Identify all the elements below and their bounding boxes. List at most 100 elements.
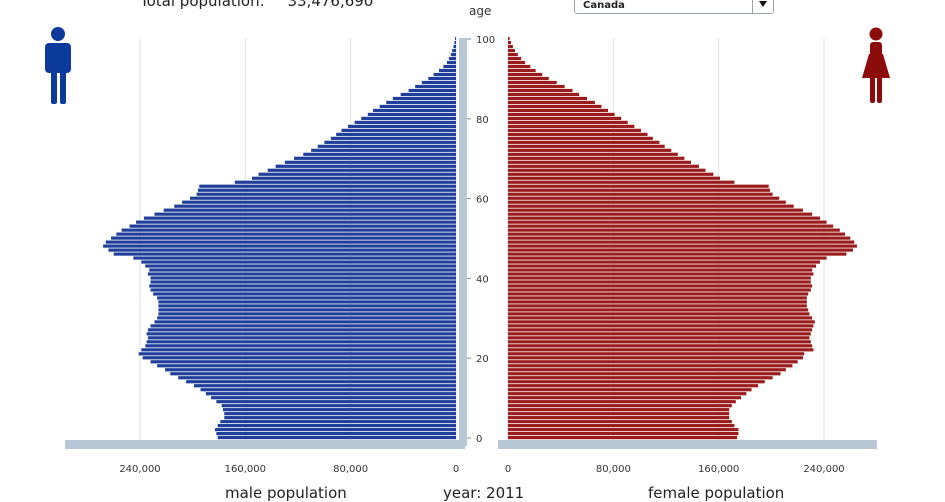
age-tick-label: 40 bbox=[476, 274, 489, 285]
age-tick-label: 20 bbox=[476, 354, 489, 365]
female-bar bbox=[508, 412, 730, 416]
country-select-dropdown-button[interactable] bbox=[752, 0, 773, 13]
male-bar bbox=[439, 68, 456, 73]
male-bar bbox=[267, 168, 456, 172]
female-bar bbox=[508, 348, 814, 352]
male-bar bbox=[182, 200, 456, 204]
female-bar bbox=[508, 260, 821, 264]
female-bar bbox=[508, 208, 803, 212]
female-bar bbox=[508, 416, 730, 420]
male-bar bbox=[294, 156, 456, 160]
male-bar bbox=[224, 412, 456, 416]
axes: 0 20 40 60 80 100 0 0 80,000 80,000 160,000 160,000… bbox=[65, 35, 877, 475]
female-bar bbox=[508, 216, 821, 220]
age-tick-label: 100 bbox=[476, 35, 495, 46]
female-bar bbox=[508, 256, 827, 260]
female-bar bbox=[508, 120, 628, 124]
male-bar bbox=[216, 400, 456, 404]
female-x-tick-label: 240,000 bbox=[803, 464, 844, 475]
country-select[interactable]: Canada bbox=[574, 0, 774, 14]
male-bar bbox=[146, 340, 457, 344]
age-axis-band bbox=[459, 38, 467, 446]
male-bar bbox=[386, 100, 456, 105]
female-bar bbox=[508, 280, 811, 284]
female-bar bbox=[508, 408, 730, 412]
male-bar bbox=[108, 248, 457, 252]
female-bar bbox=[508, 188, 771, 192]
female-bar bbox=[508, 88, 573, 93]
female-bar bbox=[508, 356, 803, 360]
male-bar bbox=[165, 368, 456, 372]
bars bbox=[103, 37, 857, 440]
male-x-axis-band bbox=[65, 440, 465, 449]
male-bar bbox=[158, 300, 456, 304]
female-bar bbox=[508, 108, 609, 113]
male-bar bbox=[433, 72, 456, 77]
female-bar bbox=[508, 420, 732, 424]
female-person-icon bbox=[862, 27, 890, 103]
male-bar bbox=[141, 260, 457, 264]
male-bar bbox=[174, 204, 456, 208]
male-bar bbox=[217, 436, 456, 440]
female-bar bbox=[508, 252, 847, 256]
female-bar bbox=[508, 320, 815, 324]
female-bar bbox=[508, 44, 513, 49]
male-bar bbox=[150, 360, 457, 364]
male-bar bbox=[354, 120, 456, 124]
male-bar bbox=[129, 224, 456, 228]
male-bar bbox=[111, 236, 457, 240]
female-bar bbox=[508, 40, 512, 45]
male-bar bbox=[221, 404, 456, 408]
male-bar bbox=[303, 152, 456, 156]
male-bar bbox=[150, 288, 457, 292]
male-bar bbox=[199, 184, 456, 188]
female-bar bbox=[508, 244, 857, 248]
male-bar bbox=[222, 408, 456, 412]
male-bar bbox=[211, 396, 456, 400]
male-x-tick-label: 0 bbox=[453, 464, 459, 475]
male-bar bbox=[216, 432, 456, 436]
female-bar bbox=[508, 396, 742, 400]
male-bar bbox=[154, 212, 456, 216]
female-bar bbox=[508, 220, 827, 224]
total-population: Total population: 33,476,690 bbox=[140, 0, 373, 10]
female-bar bbox=[508, 92, 580, 97]
male-bar bbox=[215, 428, 456, 432]
female-bar bbox=[508, 160, 692, 164]
male-bar bbox=[217, 424, 456, 428]
female-bar bbox=[508, 300, 807, 304]
male-bar bbox=[415, 84, 456, 89]
female-bar bbox=[508, 324, 814, 328]
female-bar bbox=[508, 56, 522, 61]
male-bar bbox=[158, 308, 456, 312]
female-bar bbox=[508, 136, 653, 140]
male-bar bbox=[284, 160, 456, 164]
female-bar bbox=[508, 100, 595, 105]
male-bar bbox=[220, 420, 456, 424]
female-bar bbox=[508, 52, 518, 57]
year-label: year: 2011 bbox=[443, 484, 525, 502]
female-bar bbox=[508, 48, 515, 53]
female-bar bbox=[508, 428, 739, 432]
male-bar bbox=[311, 148, 456, 152]
female-bar bbox=[508, 84, 565, 89]
male-bar bbox=[178, 376, 456, 380]
male-bar bbox=[141, 348, 457, 352]
male-bar bbox=[116, 232, 457, 236]
male-bar bbox=[154, 320, 456, 324]
male-bar bbox=[113, 252, 457, 256]
female-bar bbox=[508, 232, 846, 236]
female-bar bbox=[508, 304, 807, 308]
male-bar bbox=[336, 132, 456, 136]
male-bar bbox=[341, 128, 456, 132]
male-bar bbox=[147, 336, 456, 340]
female-bar bbox=[508, 376, 773, 380]
age-axis-title: age bbox=[469, 4, 492, 18]
female-bar bbox=[508, 292, 809, 296]
female-bar bbox=[508, 144, 665, 148]
female-bar bbox=[508, 128, 641, 132]
female-bar bbox=[508, 224, 834, 228]
male-bar bbox=[373, 108, 456, 113]
female-bar bbox=[508, 388, 752, 392]
country-select-value: Canada bbox=[583, 0, 625, 11]
